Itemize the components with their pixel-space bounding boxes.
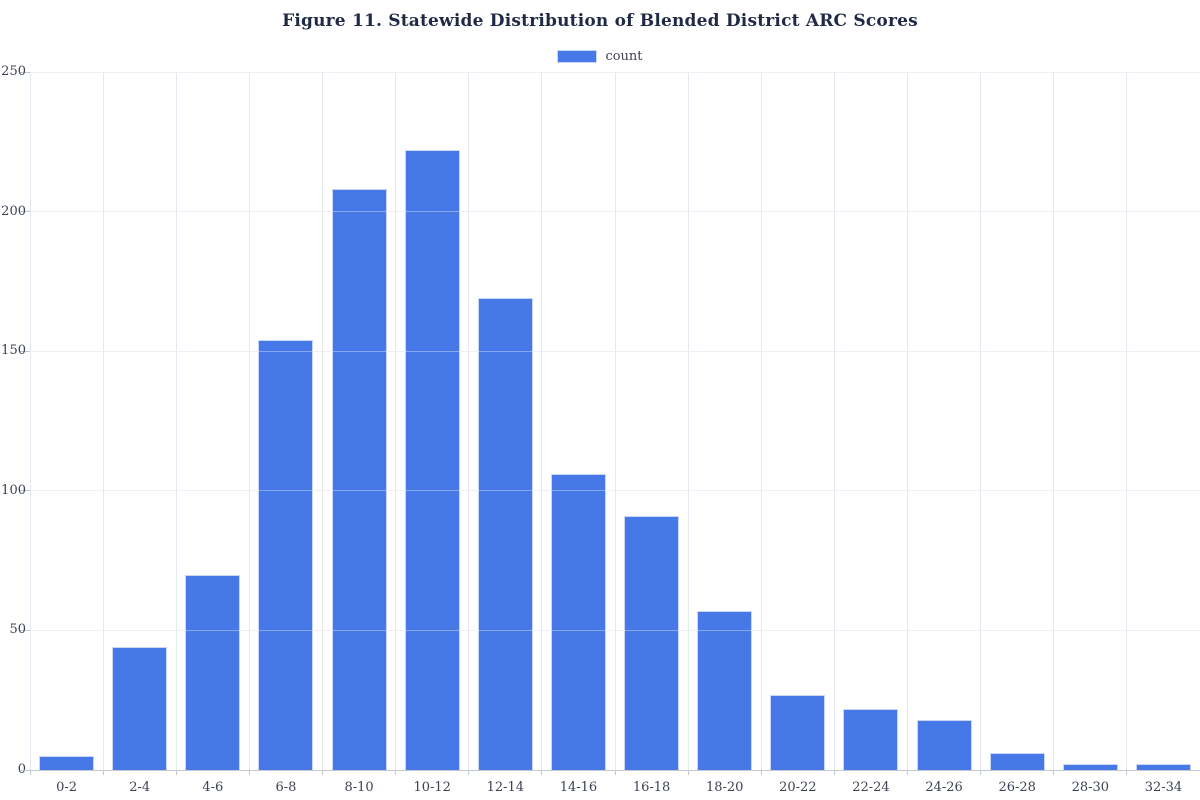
vertical-gridline xyxy=(395,72,397,770)
horizontal-gridline xyxy=(30,71,1200,73)
bar-16-18 xyxy=(624,515,680,770)
vertical-gridline xyxy=(29,72,31,770)
bar-8-10 xyxy=(331,189,387,770)
y-tick-label: 200 xyxy=(1,203,26,219)
x-axis-tick xyxy=(29,770,31,775)
bar-14-16 xyxy=(550,474,606,770)
vertical-gridline xyxy=(980,72,982,770)
bar-0-2 xyxy=(39,756,95,770)
y-axis-tick xyxy=(20,71,30,73)
bar-4-6 xyxy=(185,574,241,770)
x-tick-label: 10-12 xyxy=(413,780,451,795)
horizontal-gridline xyxy=(30,629,1200,631)
horizontal-gridline-overlay xyxy=(30,211,1200,213)
vertical-gridline xyxy=(322,72,323,770)
vertical-gridline xyxy=(175,72,177,770)
x-tick-label: 24-26 xyxy=(925,780,963,795)
horizontal-gridline-overlay xyxy=(30,71,1200,73)
x-tick-label: 12-14 xyxy=(486,780,525,795)
vertical-gridline xyxy=(541,72,543,770)
vertical-gridline xyxy=(102,72,104,770)
x-tick-label: 22-24 xyxy=(852,780,890,795)
vertical-gridline xyxy=(833,72,835,770)
bar-18-20 xyxy=(697,610,753,770)
x-axis-tick xyxy=(541,770,543,775)
vertical-gridline xyxy=(614,72,616,770)
horizontal-gridline xyxy=(30,211,1200,213)
x-tick-label: 16-18 xyxy=(632,780,671,795)
chart-title: Figure 11. Statewide Distribution of Ble… xyxy=(282,11,918,31)
horizontal-gridline-overlay xyxy=(30,629,1200,631)
y-axis-tick xyxy=(20,350,30,352)
horizontal-gridline-overlay xyxy=(30,490,1200,492)
x-tick-label: 4-6 xyxy=(202,780,224,795)
x-tick-label: 6-8 xyxy=(275,780,297,795)
y-tick-label: 100 xyxy=(1,482,26,498)
x-tick-label: 32-34 xyxy=(1144,780,1183,795)
bar-22-24 xyxy=(843,708,899,770)
x-tick-label: 18-20 xyxy=(705,780,744,795)
bar-24-26 xyxy=(916,719,972,770)
x-axis-tick xyxy=(322,770,323,775)
x-axis-tick xyxy=(248,770,250,775)
y-tick-label: 0 xyxy=(0,763,26,777)
x-tick-label: 8-10 xyxy=(344,780,374,795)
x-tick-label: 2-4 xyxy=(129,780,151,795)
bar-10-12 xyxy=(404,150,460,770)
x-tick-label: 0-2 xyxy=(56,780,78,795)
x-tick-label: 28-30 xyxy=(1071,780,1110,795)
y-tick-label: 50 xyxy=(9,622,26,638)
x-axis-tick xyxy=(833,770,835,775)
bar-32-34 xyxy=(1135,764,1191,770)
x-axis-tick xyxy=(1126,770,1128,775)
legend-item-count[interactable]: count xyxy=(557,49,643,64)
x-axis-tick xyxy=(175,770,177,775)
legend-swatch-icon xyxy=(557,50,598,63)
x-axis-line xyxy=(20,770,1200,771)
bar-6-8 xyxy=(258,340,314,770)
legend-label: count xyxy=(605,49,643,64)
bar-12-14 xyxy=(477,298,533,770)
x-axis-tick xyxy=(760,770,762,775)
x-axis-tick xyxy=(395,770,397,775)
x-axis-tick xyxy=(687,770,689,775)
vertical-gridline xyxy=(907,72,908,770)
y-tick-label: 250 xyxy=(1,64,26,79)
vertical-gridline xyxy=(1126,72,1128,770)
bar-26-28 xyxy=(989,753,1045,770)
bar-28-30 xyxy=(1062,764,1118,770)
y-axis-tick xyxy=(20,490,30,492)
y-tick-label: 150 xyxy=(1,343,26,359)
x-axis-tick xyxy=(1053,770,1055,775)
x-axis-tick xyxy=(614,770,616,775)
x-tick-label: 14-16 xyxy=(559,780,598,795)
bar-2-4 xyxy=(112,647,168,770)
x-axis-tick xyxy=(468,770,470,775)
vertical-gridline xyxy=(248,72,250,770)
horizontal-gridline-overlay xyxy=(30,350,1200,352)
legend: count xyxy=(0,49,1200,64)
x-axis-tick xyxy=(907,770,908,775)
x-axis-tick xyxy=(102,770,104,775)
horizontal-gridline xyxy=(30,490,1200,492)
vertical-gridline xyxy=(468,72,470,770)
y-axis-tick xyxy=(20,211,30,213)
y-axis-tick xyxy=(20,629,30,631)
horizontal-gridline xyxy=(30,350,1200,352)
x-axis-tick xyxy=(980,770,982,775)
vertical-gridline xyxy=(687,72,689,770)
bar-20-22 xyxy=(770,694,826,770)
vertical-gridline xyxy=(760,72,762,770)
x-tick-label: 20-22 xyxy=(779,780,817,795)
vertical-gridline xyxy=(1053,72,1055,770)
x-tick-label: 26-28 xyxy=(998,780,1036,795)
